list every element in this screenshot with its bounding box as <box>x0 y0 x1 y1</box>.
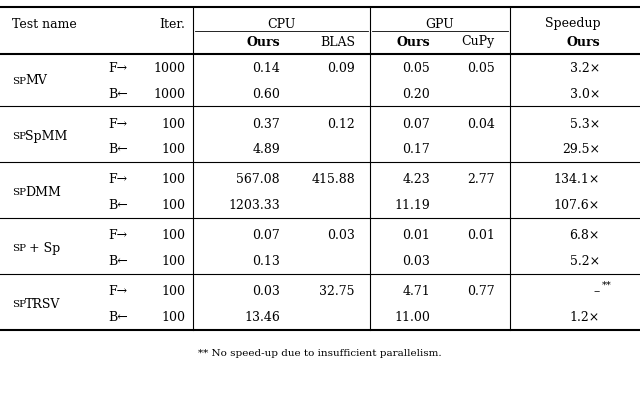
Text: **: ** <box>602 280 612 289</box>
Text: Test name: Test name <box>12 18 77 30</box>
Text: SP: SP <box>12 76 26 85</box>
Text: 0.04: 0.04 <box>467 117 495 130</box>
Text: B←: B← <box>108 311 128 324</box>
Text: 0.37: 0.37 <box>252 117 280 130</box>
Text: 0.07: 0.07 <box>252 229 280 242</box>
Text: 100: 100 <box>161 199 185 212</box>
Text: 0.03: 0.03 <box>252 285 280 298</box>
Text: 0.17: 0.17 <box>403 143 430 156</box>
Text: 0.60: 0.60 <box>252 87 280 100</box>
Text: DMM: DMM <box>25 186 61 199</box>
Text: 29.5×: 29.5× <box>562 143 600 156</box>
Text: 1000: 1000 <box>153 87 185 100</box>
Text: F→: F→ <box>108 229 127 242</box>
Text: 1203.33: 1203.33 <box>228 199 280 212</box>
Text: 0.14: 0.14 <box>252 61 280 74</box>
Text: SP: SP <box>12 244 26 253</box>
Text: F→: F→ <box>108 117 127 130</box>
Text: + Sp: + Sp <box>25 242 60 255</box>
Text: 13.46: 13.46 <box>244 311 280 324</box>
Text: CuPy: CuPy <box>461 35 495 49</box>
Text: 134.1×: 134.1× <box>554 173 600 186</box>
Text: F→: F→ <box>108 61 127 74</box>
Text: ** No speed-up due to insufficient parallelism.: ** No speed-up due to insufficient paral… <box>198 348 442 357</box>
Text: 0.03: 0.03 <box>402 255 430 268</box>
Text: B←: B← <box>108 143 128 156</box>
Text: 100: 100 <box>161 117 185 130</box>
Text: 100: 100 <box>161 311 185 324</box>
Text: 1.2×: 1.2× <box>570 311 600 324</box>
Text: SP: SP <box>12 132 26 141</box>
Text: 4.89: 4.89 <box>252 143 280 156</box>
Text: –: – <box>594 285 600 298</box>
Text: Ours: Ours <box>396 35 430 49</box>
Text: Ours: Ours <box>246 35 280 49</box>
Text: 3.0×: 3.0× <box>570 87 600 100</box>
Text: 6.8×: 6.8× <box>570 229 600 242</box>
Text: 107.6×: 107.6× <box>554 199 600 212</box>
Text: 100: 100 <box>161 285 185 298</box>
Text: 0.05: 0.05 <box>403 61 430 74</box>
Text: Iter.: Iter. <box>159 18 185 30</box>
Text: 5.3×: 5.3× <box>570 117 600 130</box>
Text: 100: 100 <box>161 255 185 268</box>
Text: B←: B← <box>108 199 128 212</box>
Text: Speedup: Speedup <box>545 18 600 30</box>
Text: Ours: Ours <box>566 35 600 49</box>
Text: 11.19: 11.19 <box>394 199 430 212</box>
Text: 100: 100 <box>161 143 185 156</box>
Text: 1000: 1000 <box>153 61 185 74</box>
Text: SP: SP <box>12 300 26 309</box>
Text: 0.09: 0.09 <box>327 61 355 74</box>
Text: 2.77: 2.77 <box>467 173 495 186</box>
Text: 32.75: 32.75 <box>319 285 355 298</box>
Text: 0.12: 0.12 <box>327 117 355 130</box>
Text: 0.01: 0.01 <box>467 229 495 242</box>
Text: SP: SP <box>12 188 26 197</box>
Text: 5.2×: 5.2× <box>570 255 600 268</box>
Text: 4.23: 4.23 <box>403 173 430 186</box>
Text: MV: MV <box>25 74 47 87</box>
Text: 3.2×: 3.2× <box>570 61 600 74</box>
Text: 0.01: 0.01 <box>402 229 430 242</box>
Text: 100: 100 <box>161 229 185 242</box>
Text: 0.07: 0.07 <box>403 117 430 130</box>
Text: 0.20: 0.20 <box>403 87 430 100</box>
Text: 0.77: 0.77 <box>467 285 495 298</box>
Text: 0.13: 0.13 <box>252 255 280 268</box>
Text: 100: 100 <box>161 173 185 186</box>
Text: 4.71: 4.71 <box>403 285 430 298</box>
Text: 0.03: 0.03 <box>327 229 355 242</box>
Text: B←: B← <box>108 87 128 100</box>
Text: BLAS: BLAS <box>320 35 355 49</box>
Text: 0.05: 0.05 <box>467 61 495 74</box>
Text: 567.08: 567.08 <box>236 173 280 186</box>
Text: TRSV: TRSV <box>25 298 60 311</box>
Text: 415.88: 415.88 <box>311 173 355 186</box>
Text: F→: F→ <box>108 173 127 186</box>
Text: SpMM: SpMM <box>25 130 67 143</box>
Text: F→: F→ <box>108 285 127 298</box>
Text: 11.00: 11.00 <box>394 311 430 324</box>
Text: B←: B← <box>108 255 128 268</box>
Text: GPU: GPU <box>426 18 454 30</box>
Text: CPU: CPU <box>268 18 296 30</box>
